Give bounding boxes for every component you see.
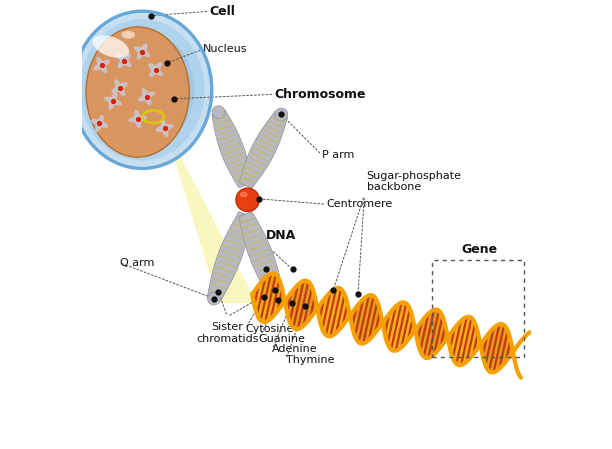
Polygon shape — [162, 121, 256, 303]
Ellipse shape — [114, 79, 125, 96]
Ellipse shape — [149, 62, 162, 77]
Ellipse shape — [236, 188, 259, 211]
Ellipse shape — [161, 119, 168, 137]
Polygon shape — [252, 273, 285, 322]
Polygon shape — [480, 324, 513, 372]
Text: P arm: P arm — [322, 150, 354, 160]
Ellipse shape — [91, 119, 108, 128]
Ellipse shape — [104, 97, 122, 106]
Text: Cytosine: Cytosine — [245, 324, 294, 334]
Text: DNA: DNA — [266, 229, 296, 242]
Ellipse shape — [275, 108, 288, 121]
Polygon shape — [207, 212, 252, 301]
Text: Centromere: Centromere — [326, 199, 392, 209]
Ellipse shape — [129, 115, 147, 123]
Ellipse shape — [80, 19, 205, 160]
Ellipse shape — [142, 88, 152, 105]
Ellipse shape — [111, 82, 128, 93]
Text: Sister
chromatids: Sister chromatids — [196, 322, 259, 344]
Ellipse shape — [72, 11, 212, 168]
Ellipse shape — [148, 63, 163, 76]
Ellipse shape — [94, 60, 110, 70]
Ellipse shape — [138, 92, 155, 101]
Bar — [431, 260, 524, 357]
Ellipse shape — [108, 92, 118, 110]
Text: Adenine: Adenine — [272, 344, 318, 354]
Ellipse shape — [271, 290, 283, 303]
Ellipse shape — [134, 46, 151, 57]
Text: Guanine: Guanine — [259, 334, 306, 344]
Polygon shape — [317, 288, 350, 336]
Text: Nucleus: Nucleus — [203, 44, 247, 54]
Ellipse shape — [212, 106, 225, 119]
Polygon shape — [415, 309, 448, 358]
Ellipse shape — [74, 13, 211, 167]
Ellipse shape — [75, 13, 210, 166]
Ellipse shape — [90, 31, 195, 149]
Ellipse shape — [207, 292, 220, 305]
Ellipse shape — [155, 124, 174, 132]
Polygon shape — [447, 317, 480, 365]
Ellipse shape — [95, 114, 104, 132]
Text: Thymine: Thymine — [286, 355, 334, 365]
Ellipse shape — [92, 35, 129, 58]
Polygon shape — [285, 281, 317, 329]
Text: Gene: Gene — [461, 243, 497, 255]
Polygon shape — [239, 211, 283, 299]
Polygon shape — [212, 110, 252, 188]
Text: Sugar-phosphate
backbone: Sugar-phosphate backbone — [367, 171, 461, 192]
Ellipse shape — [121, 31, 135, 39]
Text: Chromosome: Chromosome — [275, 88, 366, 101]
Text: Cell: Cell — [209, 5, 236, 18]
Ellipse shape — [239, 192, 248, 197]
Polygon shape — [239, 111, 288, 189]
Ellipse shape — [96, 57, 107, 74]
Ellipse shape — [134, 110, 141, 128]
Ellipse shape — [117, 54, 132, 67]
Polygon shape — [349, 295, 382, 343]
Ellipse shape — [136, 43, 147, 60]
Ellipse shape — [118, 53, 131, 68]
Ellipse shape — [86, 27, 189, 157]
Text: Q arm: Q arm — [120, 258, 154, 268]
Polygon shape — [382, 302, 415, 351]
